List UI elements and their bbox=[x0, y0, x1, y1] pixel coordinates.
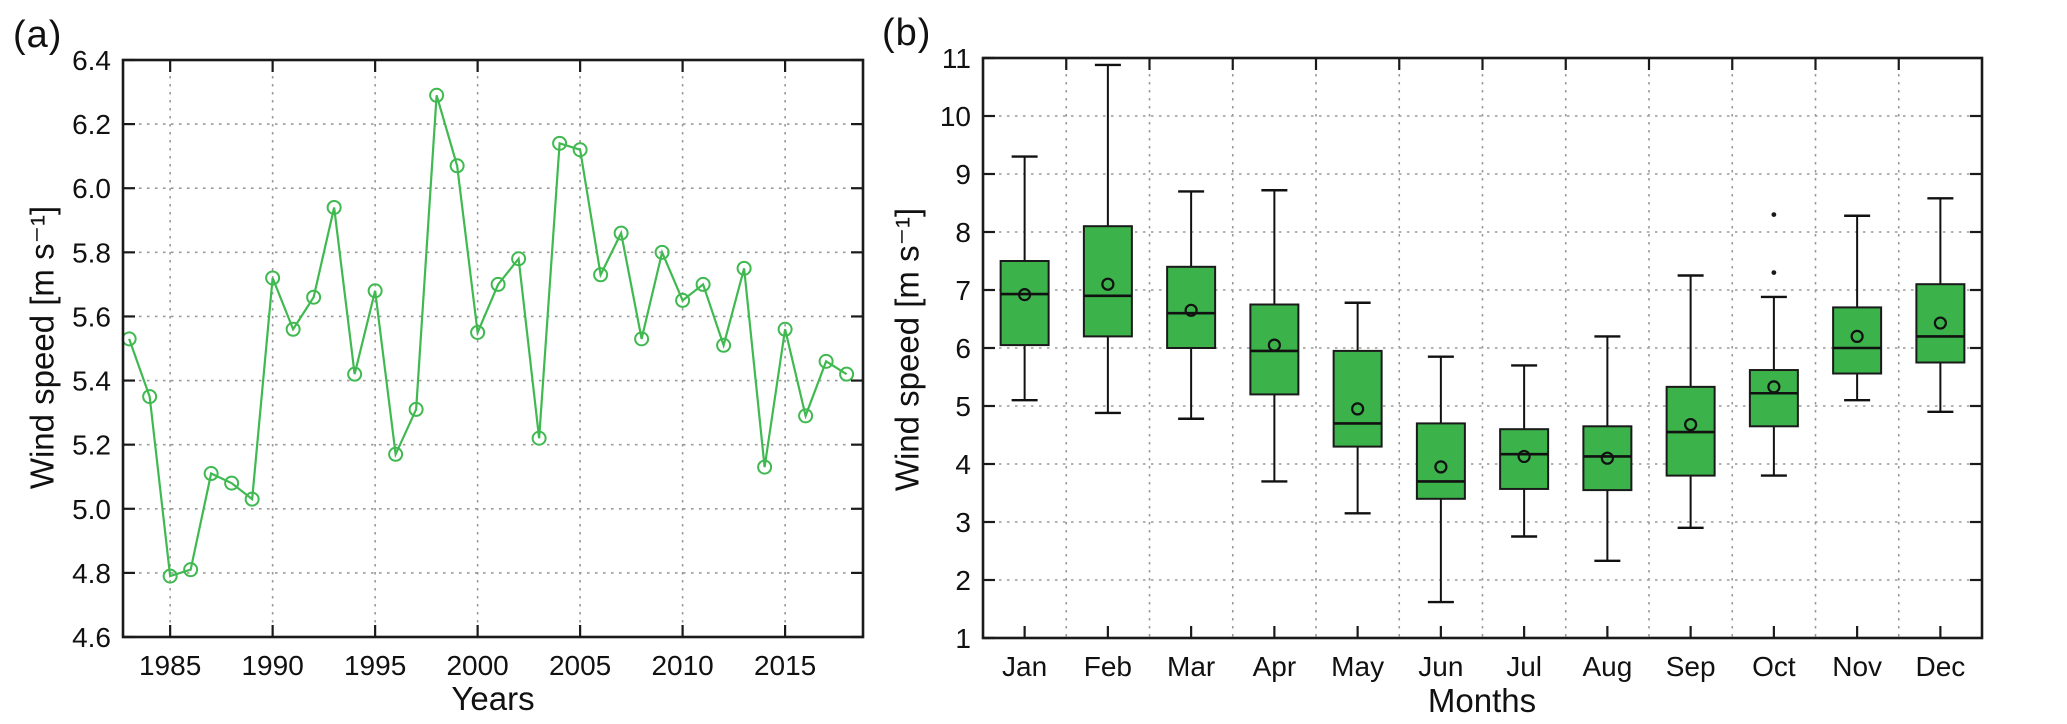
panel-a-x-axis-label: Years bbox=[451, 680, 535, 717]
box-dec bbox=[1915, 197, 1966, 413]
panel-b-month-tick-label: Oct bbox=[1752, 651, 1796, 682]
panel-a-y-tick-label: 6.2 bbox=[72, 109, 111, 140]
panel-a-x-tick-label: 2010 bbox=[651, 650, 713, 681]
mean-marker bbox=[1684, 417, 1698, 432]
panel-b-y-axis-label: Wind speed [m s⁻¹] bbox=[888, 207, 926, 492]
mean-marker bbox=[1267, 338, 1281, 352]
panel-a-y-tick-label: 5.6 bbox=[72, 301, 111, 332]
panel-a-x-tick-label: 1990 bbox=[241, 650, 303, 681]
outlier-point bbox=[1771, 212, 1777, 218]
panel-b-y-tick-label: 2 bbox=[955, 565, 971, 596]
panel-b-y-tick-label: 1 bbox=[955, 623, 971, 654]
panel-b-month-tick-label: Aug bbox=[1582, 651, 1632, 682]
panel-a-axes: 4.6 4.8 5.0 5.2 5.4 5.6 5.8 6.0 6.2 6.4 1985 1990 19… bbox=[72, 45, 865, 681]
panel-b-month-tick-label: Feb bbox=[1084, 651, 1132, 682]
box-aug bbox=[1582, 335, 1633, 563]
box-apr bbox=[1249, 189, 1300, 483]
panel-b-axes: 1 2 3 4 5 6 7 8 9 10 11 Jan Feb Mar Apr May Jun Jul Aug Sep… bbox=[940, 43, 1984, 682]
panel-a-y-tick-label: 5.0 bbox=[72, 494, 111, 525]
box-feb bbox=[1082, 63, 1133, 415]
panel-a-data-markers bbox=[121, 87, 855, 584]
panel-b-month-tick-label: Apr bbox=[1253, 651, 1297, 682]
panel-b-y-tick-label: 5 bbox=[955, 391, 971, 422]
panel-b-y-tick-label: 7 bbox=[955, 275, 971, 306]
panel-a-y-tick-label: 5.8 bbox=[72, 237, 111, 268]
panel-a-label: (a) bbox=[13, 14, 63, 56]
mean-marker bbox=[1933, 316, 1947, 330]
panel-a-y-tick-label: 5.2 bbox=[72, 430, 111, 461]
box-jul bbox=[1499, 364, 1550, 538]
mean-marker bbox=[1101, 277, 1115, 291]
mean-marker bbox=[1517, 449, 1531, 464]
panel-b-y-tick-label: 9 bbox=[955, 159, 971, 190]
panel-a-x-tick-label: 2005 bbox=[549, 650, 611, 681]
box-sep bbox=[1665, 274, 1716, 529]
panel-b-month-tick-label: Dec bbox=[1915, 651, 1965, 682]
box-jun bbox=[1415, 355, 1466, 604]
panel-b-x-axis-label: Months bbox=[1427, 682, 1537, 719]
panel-a-y-tick-label: 6.0 bbox=[72, 173, 111, 204]
mean-marker bbox=[1850, 329, 1864, 343]
panel-a-y-tick-label: 4.8 bbox=[72, 558, 111, 589]
panel-a-x-tick-label: 2000 bbox=[446, 650, 508, 681]
box-oct bbox=[1748, 212, 1799, 477]
panel-a-gridlines bbox=[123, 60, 863, 637]
panel-a-y-tick-label: 5.4 bbox=[72, 366, 111, 397]
panel-a-y-axis-label: Wind speed [m s⁻¹] bbox=[23, 205, 61, 490]
panel-b-y-tick-label: 8 bbox=[955, 217, 971, 248]
mean-marker bbox=[1351, 402, 1365, 416]
mean-marker bbox=[1434, 460, 1448, 474]
panel-b-label: (b) bbox=[882, 12, 932, 54]
panel-b-month-tick-label: Mar bbox=[1167, 651, 1215, 682]
panel-b-month-tick-label: Jul bbox=[1506, 651, 1542, 682]
panel-b-y-tick-label: 6 bbox=[955, 333, 971, 364]
panel-a-line-series bbox=[128, 94, 848, 578]
mean-marker bbox=[1600, 451, 1614, 465]
panel-b-month-tick-label: Sep bbox=[1666, 651, 1716, 682]
panel-b-month-tick-label: Nov bbox=[1832, 651, 1882, 682]
mean-marker bbox=[1767, 380, 1781, 394]
panel-b-y-tick-label: 4 bbox=[955, 449, 971, 480]
panel-b-month-tick-label: Jun bbox=[1418, 651, 1463, 682]
panel-b-month-tick-label: Jan bbox=[1002, 651, 1047, 682]
box-may bbox=[1332, 301, 1383, 515]
panel-b-gridlines bbox=[983, 58, 1982, 638]
box-jan bbox=[999, 155, 1050, 402]
panel-a-x-tick-label: 1995 bbox=[344, 650, 406, 681]
box-mar bbox=[1166, 190, 1217, 420]
outlier-point bbox=[1771, 270, 1777, 275]
panel-b-month-tick-label: May bbox=[1331, 651, 1384, 682]
box-nov bbox=[1832, 214, 1883, 402]
mean-marker bbox=[1184, 303, 1198, 317]
panel-a-y-tick-label: 6.4 bbox=[72, 45, 111, 76]
panel-a-x-tick-label: 2015 bbox=[754, 650, 816, 681]
panel-b-y-tick-label: 10 bbox=[940, 101, 971, 132]
panel-b-y-tick-label: 11 bbox=[942, 43, 971, 74]
panel-b-boxes bbox=[999, 63, 1966, 604]
panel-b-y-tick-label: 3 bbox=[955, 507, 971, 538]
panel-a-y-tick-label: 4.6 bbox=[72, 622, 111, 653]
panel-a-x-tick-label: 1985 bbox=[139, 650, 201, 681]
mean-marker bbox=[1018, 288, 1032, 302]
